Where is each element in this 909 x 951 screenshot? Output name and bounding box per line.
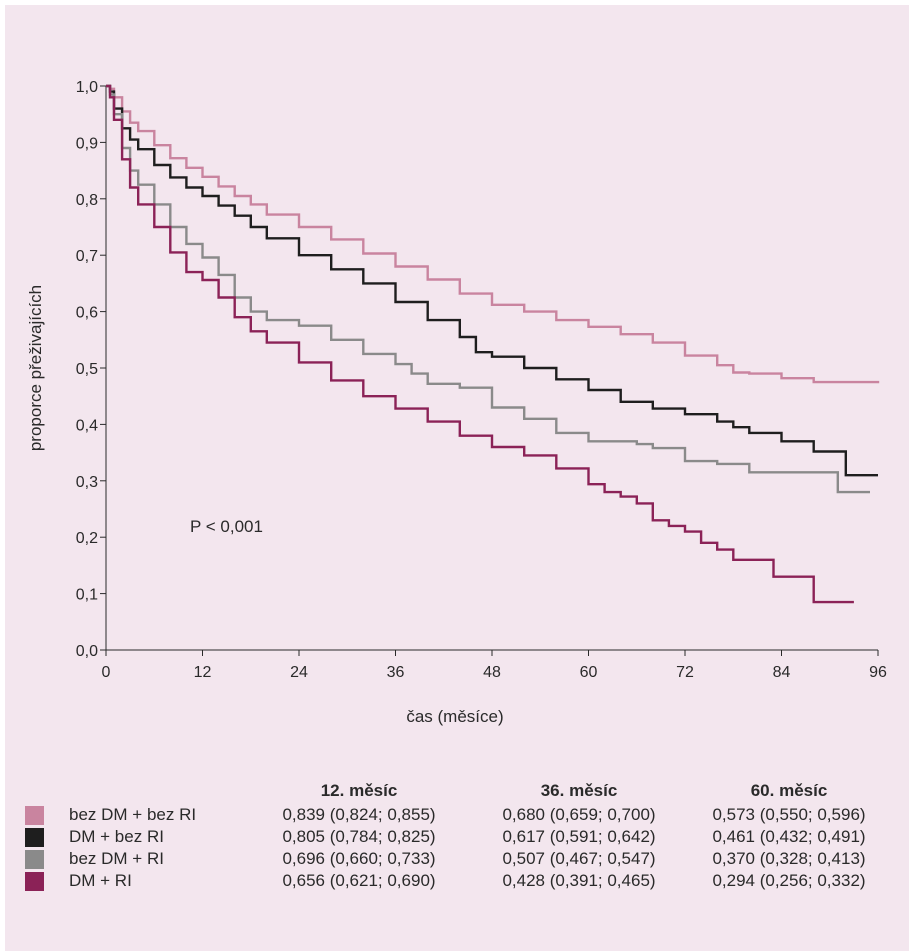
header-spacer [25,780,61,804]
value-36-month: 0,680 (0,659; 0,700) [502,805,656,824]
series-line-bez-dm-ri [106,84,870,494]
legend-swatch [25,804,61,826]
p-value-annotation: P < 0,001 [190,517,263,536]
y-tick-label: 0,3 [76,474,98,491]
value-60-month: 0,461 (0,432; 0,491) [712,827,866,846]
value-12-month: 0,839 (0,824; 0,855) [282,805,436,824]
x-tick-label: 72 [676,664,694,681]
series-layer [106,84,880,604]
series-line-dm-ri [106,84,854,604]
legend-swatch [25,826,61,848]
legend-swatch [25,848,61,870]
value-12-month: 0,656 (0,621; 0,690) [282,871,436,890]
legend-swatch-square [25,850,44,869]
header-12-month: 12. měsíc [320,781,398,800]
legend-swatch-square [25,872,44,891]
header-36-month: 36. měsíc [540,781,618,800]
value-60-month: 0,370 (0,328; 0,413) [712,849,866,868]
value-60-month: 0,294 (0,256; 0,332) [712,871,866,890]
y-axis-title: proporce přeživajících [26,285,45,451]
x-tick-label: 60 [580,664,598,681]
x-axis-title: čas (měsíce) [406,707,503,726]
header-spacer [61,780,264,804]
y-tick-label: 1,0 [76,79,98,96]
x-tick-label: 36 [387,664,405,681]
y-tick-label: 0,9 [76,135,98,152]
x-tick-label: 0 [102,664,111,681]
value-36-month: 0,617 (0,591; 0,642) [502,827,656,846]
survival-table: 12. měsíc 36. měsíc 60. měsíc bez DM + b… [25,780,874,892]
value-12-month: 0,696 (0,660; 0,733) [282,849,436,868]
y-tick-label: 0,6 [76,305,98,322]
table-row: bez DM + RI 0,696 (0,660; 0,733) 0,507 (0,… [25,848,874,870]
series-name: DM + RI [69,871,132,890]
series-line-dm-bez-ri [106,84,878,477]
x-tick-label: 84 [773,664,791,681]
table-row: DM + bez RI 0,805 (0,784; 0,825) 0,617 (0,… [25,826,874,848]
value-36-month: 0,428 (0,391; 0,465) [502,871,656,890]
legend-swatch [25,870,61,892]
table-row: bez DM + bez RI 0,839 (0,824; 0,855) 0,680… [25,804,874,826]
x-tick-label: 12 [194,664,212,681]
table-body: bez DM + bez RI 0,839 (0,824; 0,855) 0,680… [25,804,874,892]
figure-panel: 0,0 0,1 0,2 0,3 0,4 0,5 0,6 0,7 0,8 0,9 1,0 0 12 24 36… [5,5,909,951]
y-tick-label: 0,1 [76,587,98,604]
series-name: DM + bez RI [69,827,164,846]
series-name: bez DM + bez RI [69,805,197,824]
y-tick-label: 0,4 [76,417,98,434]
y-tick-label: 0,5 [76,361,98,378]
survival-chart: 0,0 0,1 0,2 0,3 0,4 0,5 0,6 0,7 0,8 0,9 1,0 0 12 24 36… [26,79,887,726]
table-header-row: 12. měsíc 36. měsíc 60. měsíc [25,780,874,804]
axes: 0,0 0,1 0,2 0,3 0,4 0,5 0,6 0,7 0,8 0,9 1,0 0 12 24 36… [76,79,887,681]
value-36-month: 0,507 (0,467; 0,547) [502,849,656,868]
value-12-month: 0,805 (0,784; 0,825) [282,827,436,846]
table-row: DM + RI 0,656 (0,621; 0,690) 0,428 (0,391;… [25,870,874,892]
x-tick-label: 48 [483,664,501,681]
x-tick-label: 96 [869,664,887,681]
y-tick-label: 0,7 [76,248,98,265]
x-tick-label: 24 [290,664,308,681]
legend-swatch-square [25,806,44,825]
header-60-month: 60. měsíc [750,781,828,800]
y-tick-label: 0,2 [76,530,98,547]
y-tick-label: 0,0 [76,643,98,660]
y-tick-label: 0,8 [76,192,98,209]
legend-swatch-square [25,828,44,847]
series-name: bez DM + RI [69,849,164,868]
value-60-month: 0,573 (0,550; 0,596) [712,805,866,824]
series-line-bez-dm-bez-ri [106,84,880,384]
